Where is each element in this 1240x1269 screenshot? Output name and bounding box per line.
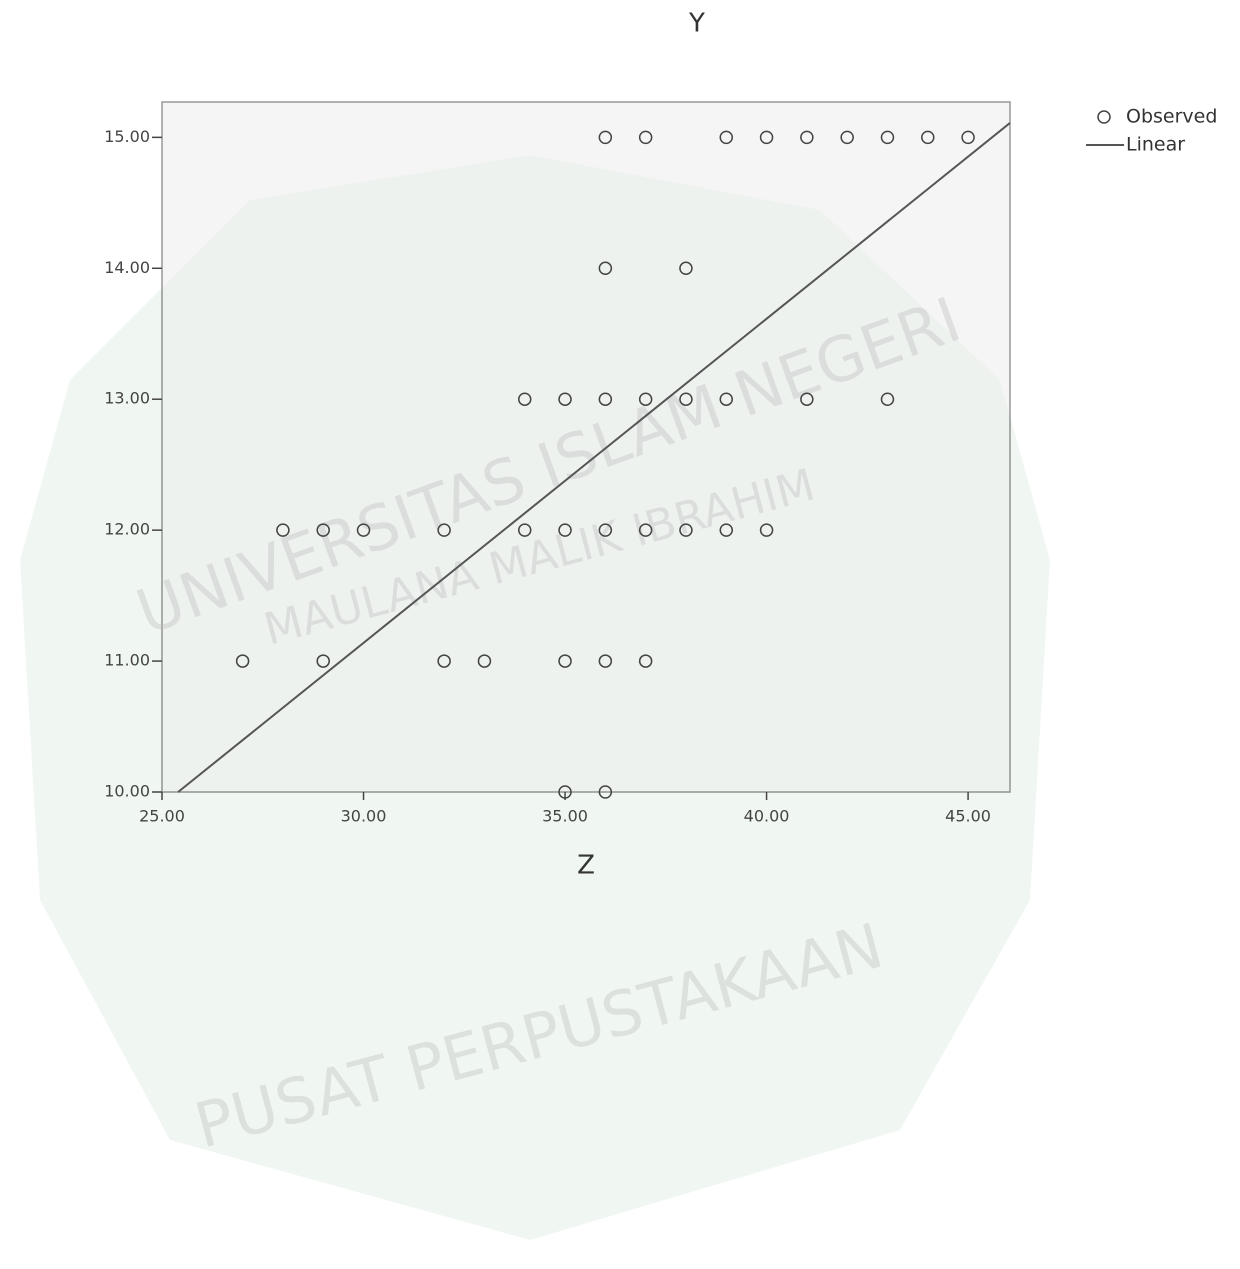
point [598, 654, 613, 668]
point [316, 654, 330, 668]
point [235, 654, 250, 668]
point [598, 261, 613, 276]
x-tick-label: 40.00 [744, 807, 790, 826]
point [638, 654, 653, 668]
point [719, 392, 734, 406]
x-tick-label: 30.00 [341, 807, 387, 826]
point [517, 523, 532, 537]
point [921, 130, 935, 145]
point [880, 392, 895, 406]
point [880, 130, 895, 145]
y-tick-label: 10.00 [104, 782, 150, 801]
point [558, 785, 572, 799]
point [437, 523, 451, 537]
point [840, 130, 854, 145]
point [316, 523, 330, 537]
point [598, 523, 613, 537]
point [759, 523, 774, 537]
point [558, 392, 572, 406]
y-tick-label: 14.00 [104, 258, 150, 277]
point [638, 130, 653, 145]
point [437, 654, 451, 668]
plot-area [161, 101, 1011, 793]
x-tick-label: 45.00 [945, 807, 991, 826]
y-tick-label: 15.00 [104, 127, 150, 146]
point [800, 130, 814, 145]
y-tick-label: 12.00 [104, 520, 150, 539]
point [800, 392, 814, 406]
point [598, 785, 613, 799]
y-tick-label: 13.00 [104, 389, 150, 408]
point [638, 392, 653, 406]
point [598, 130, 613, 145]
legend-label: Observed [1126, 106, 1217, 128]
y-tick-label: 11.00 [104, 651, 150, 670]
point [598, 392, 613, 406]
point [759, 130, 774, 145]
chart-title: Y [688, 9, 705, 39]
point [961, 130, 975, 145]
point [679, 261, 693, 276]
point [638, 523, 653, 537]
x-tick-label: 25.00 [139, 807, 185, 826]
point [276, 523, 290, 537]
point [477, 654, 492, 668]
point [517, 392, 532, 406]
legend-marker [1097, 110, 1111, 124]
legend-label: Linear [1126, 134, 1185, 156]
point [719, 130, 734, 145]
point [719, 523, 734, 537]
point [679, 523, 693, 537]
point [356, 523, 371, 537]
x-axis-label: Z [577, 851, 595, 881]
fit-line [177, 122, 1011, 793]
point [558, 654, 572, 668]
point [679, 392, 693, 406]
point [558, 523, 572, 537]
x-tick-label: 35.00 [542, 807, 588, 826]
